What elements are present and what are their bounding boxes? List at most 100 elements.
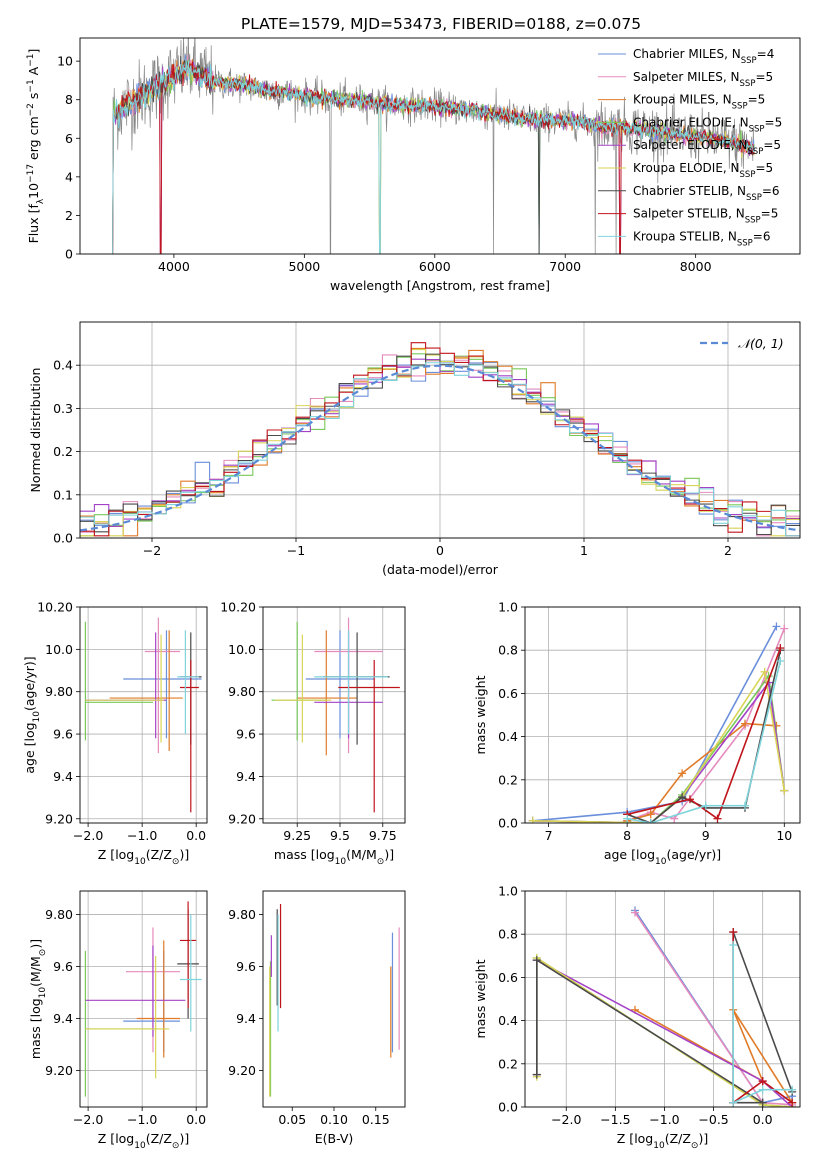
legend-label: 𝒩(0, 1) [738, 336, 784, 351]
weight-marker [678, 793, 687, 802]
y-tick-label: 10.20 [37, 600, 73, 615]
y-tick-label: 0.4 [53, 358, 73, 373]
y-tick-label: 9.80 [45, 907, 73, 922]
spectrum-legend: Chabrier MILES, NSSP=4 Salpeter MILES, NS… [598, 47, 782, 248]
x-axis-label: age [log10(age/yr)] [604, 847, 721, 867]
errorbar-point-1 [305, 630, 375, 739]
x-tick-label: 0.0 [186, 828, 206, 843]
x-tick-label: 9 [702, 828, 710, 843]
x-tick-label: −1.5 [600, 1112, 630, 1127]
x-tick-label: 8000 [680, 259, 712, 274]
panel-residuals: −2 −1 0 1 2 0.0 0.1 0.2 0.3 0.4 (data-model)/error… [28, 321, 801, 577]
x-axis-label: (data-model)/error [382, 562, 499, 577]
y-tick-label: 0.0 [498, 1100, 518, 1115]
axes-frame [79, 890, 208, 1108]
y-tick-label: 0.3 [53, 401, 73, 416]
x-tick-label: 9.5 [330, 828, 350, 843]
y-tick-label: 10.0 [45, 642, 73, 657]
panel-spectrum: 4000 5000 6000 7000 8000 0 2 4 6 8 10 wavelength [A… [26, 37, 801, 293]
x-tick-label: −2.0 [551, 1112, 581, 1127]
legend-label: Kroupa MILES, NSSP=5 [633, 93, 765, 112]
errorbar-point-3 [136, 940, 180, 1058]
plot-area [532, 906, 797, 1107]
x-tick-label: 6000 [419, 259, 451, 274]
y-tick-label: 6 [65, 131, 73, 146]
weight-marker [776, 657, 785, 665]
weight-marker [528, 816, 537, 823]
weight-marker [631, 908, 639, 917]
residuals-legend: 𝒩(0, 1) [700, 336, 784, 351]
errorbar-point-5 [85, 945, 186, 1037]
x-tick-label: −2.0 [73, 1112, 103, 1127]
weight-line-9 [626, 660, 782, 823]
weight-marker [532, 1070, 541, 1079]
errorbar-point-9 [177, 630, 199, 735]
model-spectrum-line-9 [112, 58, 755, 254]
errorbar-point-4 [84, 950, 159, 1097]
x-tick-label: 0 [436, 543, 444, 558]
weight-marker [741, 801, 749, 810]
legend-label: Salpeter ELODIE, NSSP=5 [633, 138, 781, 157]
weight-marker [646, 819, 655, 823]
weight-marker [772, 622, 781, 631]
plot-area [80, 342, 800, 537]
weight-marker [758, 1098, 767, 1107]
weight-marker [532, 956, 541, 965]
y-axis-label: Flux [fλ10−17 erg cm−2 s−1 A−1] [26, 49, 46, 244]
x-tick-label: −1.0 [127, 828, 157, 843]
x-tick-label: 9.75 [369, 828, 397, 843]
x-tick-label: 9.25 [283, 828, 311, 843]
y-tick-label: 0 [65, 247, 73, 262]
y-tick-label: 9.4 [53, 769, 73, 784]
x-tick-label: 0.15 [362, 1112, 390, 1127]
y-tick-label: 2 [65, 208, 73, 223]
weight-marker [701, 801, 710, 810]
errorbar-point-4 [84, 621, 153, 741]
y-tick-label: 9.20 [45, 811, 73, 826]
y-axis-label: mass [log10(M/M⊙)] [28, 939, 48, 1059]
y-tick-label: 8 [65, 92, 73, 107]
figure-title: PLATE=1579, MJD=53473, FIBERID=0188, z=0… [241, 15, 641, 33]
errorbar-point-4 [271, 621, 327, 741]
x-tick-label: 0.05 [278, 1112, 306, 1127]
errorbar-point-8 [179, 901, 197, 1009]
axes-frame [262, 606, 406, 824]
x-axis-label: E(B-V) [315, 1131, 354, 1146]
weight-marker [741, 719, 749, 728]
x-tick-label: 8 [623, 828, 631, 843]
errorbar-point-3 [297, 630, 358, 756]
gaussian-curve [80, 364, 800, 532]
weight-marker [729, 928, 738, 937]
weight-line-8 [626, 647, 782, 820]
y-tick-label: 4 [65, 169, 73, 184]
y-tick-label: 0.1 [53, 487, 73, 502]
x-tick-label: 0.10 [320, 1112, 348, 1127]
x-tick-label: −1 [287, 543, 305, 558]
y-tick-label: 10 [57, 54, 73, 69]
axes-frame [262, 890, 406, 1108]
axes-frame [79, 321, 801, 539]
weight-line-3 [634, 1009, 793, 1104]
weight-marker [729, 1098, 738, 1107]
errorbar-point-8 [338, 659, 400, 813]
y-tick-label: 10.0 [228, 642, 256, 657]
y-tick-label: 0.2 [53, 444, 73, 459]
errorbar-point-1 [123, 630, 202, 739]
plot-area [84, 617, 202, 813]
x-tick-label: 7000 [549, 259, 581, 274]
y-tick-label: 9.80 [45, 684, 73, 699]
errorbar-point-8 [179, 659, 199, 813]
weight-marker [780, 624, 789, 633]
y-tick-label: 0.2 [498, 1056, 518, 1071]
y-tick-label: 10.20 [220, 600, 256, 615]
x-tick-label: 0.0 [753, 1112, 773, 1127]
errorbar-point-3 [109, 630, 183, 751]
x-tick-label: −2.0 [73, 828, 103, 843]
axes-frame [524, 890, 801, 1108]
weight-marker [776, 644, 785, 653]
y-tick-label: 9.6 [236, 959, 256, 974]
y-tick-label: 9.20 [228, 1063, 256, 1078]
legend-label: Salpeter MILES, NSSP=5 [633, 70, 773, 89]
y-tick-label: 9.80 [228, 907, 256, 922]
